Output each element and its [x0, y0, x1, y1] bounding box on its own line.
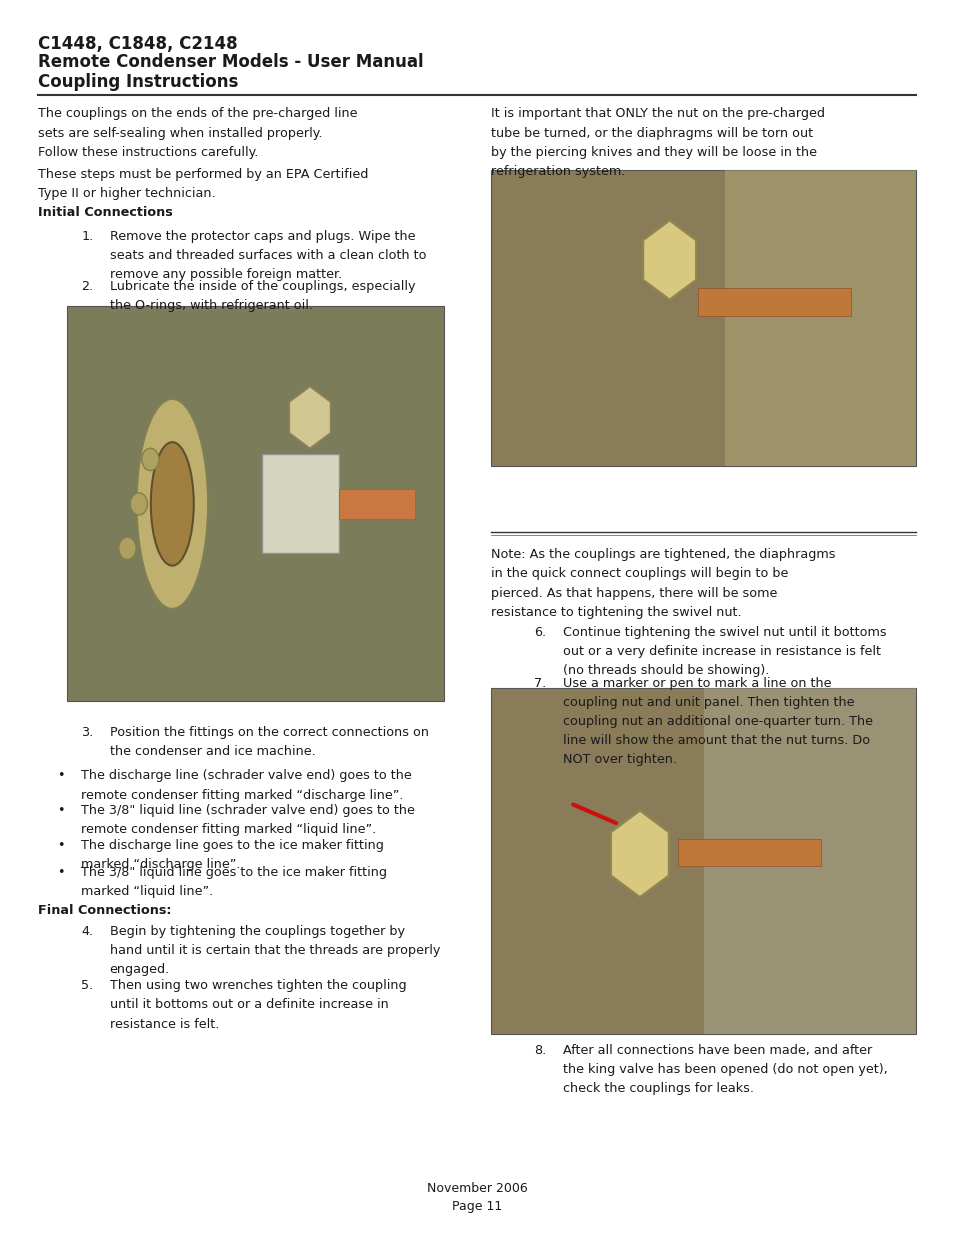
Text: The 3/8" liquid line goes to the ice maker fitting: The 3/8" liquid line goes to the ice mak… [81, 866, 387, 879]
Bar [724, 170, 915, 466]
Text: in the quick connect couplings will begin to be: in the quick connect couplings will begi… [491, 567, 788, 580]
Text: Use a marker or pen to mark a line on the: Use a marker or pen to mark a line on th… [562, 677, 830, 690]
Text: the condenser and ice machine.: the condenser and ice machine. [110, 746, 315, 758]
Text: November 2006: November 2006 [426, 1182, 527, 1195]
Text: refrigeration system.: refrigeration system. [491, 164, 625, 178]
Text: by the piercing knives and they will be loose in the: by the piercing knives and they will be … [491, 146, 817, 159]
Bar [698, 289, 850, 316]
Text: hand until it is certain that the threads are properly: hand until it is certain that the thread… [110, 945, 439, 957]
Text: Lubricate the inside of the couplings, especially: Lubricate the inside of the couplings, e… [110, 280, 415, 294]
Text: coupling nut an additional one-quarter turn. The: coupling nut an additional one-quarter t… [562, 715, 872, 729]
Text: 1.: 1. [81, 230, 93, 243]
Text: Remove the protector caps and plugs. Wipe the: Remove the protector caps and plugs. Wip… [110, 230, 415, 243]
Bar [262, 454, 338, 553]
Ellipse shape [151, 442, 193, 566]
Text: Note: As the couplings are tightened, the diaphragms: Note: As the couplings are tightened, th… [491, 548, 835, 562]
Text: remove any possible foreign matter.: remove any possible foreign matter. [110, 268, 341, 282]
Text: •: • [57, 839, 65, 852]
Text: coupling nut and unit panel. Then tighten the: coupling nut and unit panel. Then tighte… [562, 697, 854, 709]
Text: Remote Condenser Models - User Manual: Remote Condenser Models - User Manual [38, 53, 423, 72]
Text: Coupling Instructions: Coupling Instructions [38, 73, 238, 91]
Bar [491, 688, 915, 1034]
Text: These steps must be performed by an EPA Certified: These steps must be performed by an EPA … [38, 168, 368, 182]
Text: remote condenser fitting marked “discharge line”.: remote condenser fitting marked “dischar… [81, 789, 403, 802]
Text: 5.: 5. [81, 979, 93, 993]
Text: Then using two wrenches tighten the coupling: Then using two wrenches tighten the coup… [110, 979, 406, 993]
Bar [702, 688, 915, 1034]
Text: marked “discharge line”.: marked “discharge line”. [81, 857, 240, 871]
Text: 3.: 3. [81, 726, 93, 740]
Ellipse shape [131, 493, 148, 515]
Text: engaged.: engaged. [110, 963, 170, 977]
Text: Position the fittings on the correct connections on: Position the fittings on the correct con… [110, 726, 428, 740]
Text: After all connections have been made, and after: After all connections have been made, an… [562, 1044, 871, 1057]
Text: 8.: 8. [534, 1044, 546, 1057]
Text: Continue tightening the swivel nut until it bottoms: Continue tightening the swivel nut until… [562, 626, 885, 640]
Text: 6.: 6. [534, 626, 546, 640]
Text: resistance is felt.: resistance is felt. [110, 1018, 219, 1031]
Text: until it bottoms out or a definite increase in: until it bottoms out or a definite incre… [110, 998, 388, 1011]
Text: The discharge line goes to the ice maker fitting: The discharge line goes to the ice maker… [81, 839, 383, 852]
Text: line will show the amount that the nut turns. Do: line will show the amount that the nut t… [562, 734, 869, 747]
Text: seats and threaded surfaces with a clean cloth to: seats and threaded surfaces with a clean… [110, 249, 426, 262]
Bar [338, 489, 415, 519]
Text: the O-rings, with refrigerant oil.: the O-rings, with refrigerant oil. [110, 300, 313, 312]
Text: tube be turned, or the diaphragms will be torn out: tube be turned, or the diaphragms will b… [491, 126, 813, 140]
Ellipse shape [119, 537, 136, 559]
Text: The discharge line (schrader valve end) goes to the: The discharge line (schrader valve end) … [81, 769, 412, 783]
Text: marked “liquid line”.: marked “liquid line”. [81, 885, 213, 898]
Ellipse shape [136, 399, 208, 609]
Text: Final Connections:: Final Connections: [38, 904, 172, 918]
Ellipse shape [142, 448, 159, 471]
Bar [678, 839, 821, 866]
Text: pierced. As that happens, there will be some: pierced. As that happens, there will be … [491, 587, 777, 600]
Text: Initial Connections: Initial Connections [38, 206, 172, 220]
Bar [491, 170, 915, 466]
Text: C1448, C1848, C2148: C1448, C1848, C2148 [38, 35, 237, 53]
Text: Page 11: Page 11 [452, 1200, 501, 1214]
Text: check the couplings for leaks.: check the couplings for leaks. [562, 1082, 753, 1095]
Text: out or a very definite increase in resistance is felt: out or a very definite increase in resis… [562, 645, 880, 658]
Text: Type II or higher technician.: Type II or higher technician. [38, 186, 215, 200]
Bar [67, 306, 443, 701]
Text: •: • [57, 769, 65, 783]
Text: Begin by tightening the couplings together by: Begin by tightening the couplings togeth… [110, 925, 404, 939]
Text: •: • [57, 804, 65, 818]
Text: NOT over tighten.: NOT over tighten. [562, 753, 676, 767]
Text: 2.: 2. [81, 280, 93, 294]
Text: the king valve has been opened (do not open yet),: the king valve has been opened (do not o… [562, 1062, 886, 1076]
Text: 7.: 7. [534, 677, 546, 690]
Text: (no threads should be showing).: (no threads should be showing). [562, 664, 768, 678]
Text: sets are self-sealing when installed properly.: sets are self-sealing when installed pro… [38, 126, 322, 140]
Text: The couplings on the ends of the pre-charged line: The couplings on the ends of the pre-cha… [38, 107, 357, 121]
Text: remote condenser fitting marked “liquid line”.: remote condenser fitting marked “liquid … [81, 824, 375, 836]
Text: resistance to tightening the swivel nut.: resistance to tightening the swivel nut. [491, 605, 741, 619]
Text: Follow these instructions carefully.: Follow these instructions carefully. [38, 146, 258, 159]
Text: The 3/8" liquid line (schrader valve end) goes to the: The 3/8" liquid line (schrader valve end… [81, 804, 415, 818]
Text: •: • [57, 866, 65, 879]
Text: 4.: 4. [81, 925, 93, 939]
Text: It is important that ONLY the nut on the pre-charged: It is important that ONLY the nut on the… [491, 107, 824, 121]
